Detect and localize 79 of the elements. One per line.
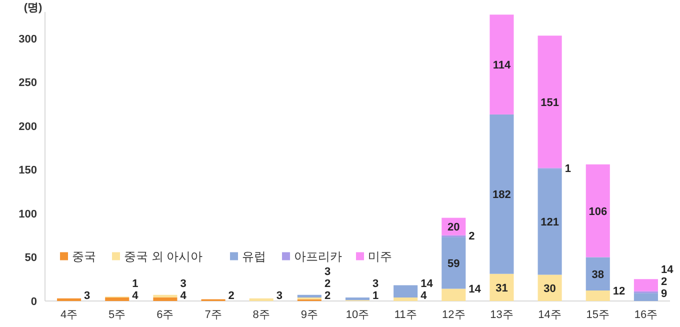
bar — [586, 290, 610, 301]
bar — [442, 288, 466, 301]
x-tick-label: 6주 — [156, 309, 174, 321]
bar — [153, 294, 178, 298]
data-label: 14 — [468, 284, 482, 296]
data-label: 4 — [180, 290, 188, 302]
y-tick-label: 250 — [18, 77, 37, 90]
data-label: 106 — [588, 206, 608, 218]
data-label: 3 — [372, 278, 379, 290]
data-label: 3 — [84, 290, 90, 302]
y-tick-label: 0 — [30, 296, 37, 308]
bar — [297, 294, 322, 298]
data-label: 3 — [180, 278, 186, 290]
bar — [442, 237, 466, 289]
x-tick-label: 7주 — [204, 309, 222, 321]
bar — [538, 168, 562, 275]
data-label: 114 — [492, 60, 512, 72]
y-tick-label: 100 — [18, 208, 37, 220]
bar — [538, 274, 562, 301]
data-label: 2 — [468, 230, 475, 242]
y-axis-title: (명) — [24, 2, 42, 14]
bar — [394, 297, 418, 301]
bar — [586, 164, 610, 258]
data-label: 14 — [660, 264, 674, 276]
x-tick-label: 16주 — [634, 309, 658, 321]
bar — [490, 274, 514, 301]
bar — [634, 279, 658, 292]
data-label: 38 — [592, 268, 604, 281]
x-tick-label: 14주 — [538, 309, 562, 321]
x-tick-label: 11주 — [394, 309, 417, 321]
bar — [490, 114, 514, 274]
data-label: 59 — [448, 258, 460, 270]
legend-label: 미주 — [368, 250, 392, 264]
y-tick-label: 150 — [18, 164, 37, 177]
data-label: 121 — [540, 216, 559, 229]
x-tick-label: 9주 — [300, 309, 318, 321]
data-label: 3 — [324, 266, 331, 278]
data-label: 182 — [492, 189, 511, 202]
data-label: 9 — [660, 288, 668, 300]
data-label: 20 — [448, 222, 460, 234]
x-tick-label: 4주 — [60, 309, 78, 321]
x-tick-label: 5주 — [108, 309, 126, 321]
x-tick-label: 8주 — [252, 309, 270, 321]
bar — [153, 297, 178, 301]
bar — [394, 285, 418, 298]
bar — [538, 36, 562, 168]
data-label: 2 — [228, 290, 234, 302]
legend-label: 중국 — [72, 250, 96, 264]
data-label: 151 — [540, 96, 559, 109]
legend-label: 아프리카 — [294, 250, 342, 264]
data-label: 4 — [132, 290, 140, 302]
data-label: 31 — [496, 282, 508, 294]
bar — [105, 297, 130, 301]
data-label: 1 — [372, 290, 379, 302]
data-label: 2 — [660, 276, 668, 288]
data-label: 2 — [324, 278, 331, 290]
bar — [249, 298, 274, 301]
data-label: 1 — [564, 162, 571, 175]
data-label: 4 — [420, 290, 428, 302]
bar — [345, 297, 370, 300]
legend-label: 유럽 — [242, 250, 266, 264]
x-tick-label: 10주 — [346, 309, 370, 321]
data-label: 2 — [324, 290, 331, 302]
data-label: 12 — [612, 285, 626, 298]
data-label: 1 — [132, 278, 138, 290]
data-label: 3 — [276, 290, 282, 302]
y-tick-label: 50 — [24, 252, 37, 264]
bar — [57, 298, 82, 301]
legend-label: 중국 외 아시아 — [124, 250, 203, 264]
x-tick-label: 12주 — [442, 309, 466, 321]
bar — [634, 293, 658, 301]
data-label: 30 — [544, 282, 556, 295]
data-label: 14 — [420, 278, 434, 290]
y-tick-label: 200 — [18, 120, 37, 133]
x-tick-label: 13주 — [490, 309, 514, 321]
x-tick-label: 15주 — [586, 309, 610, 321]
bar — [490, 14, 514, 114]
y-tick-label: 300 — [18, 33, 37, 46]
bar — [586, 257, 610, 290]
